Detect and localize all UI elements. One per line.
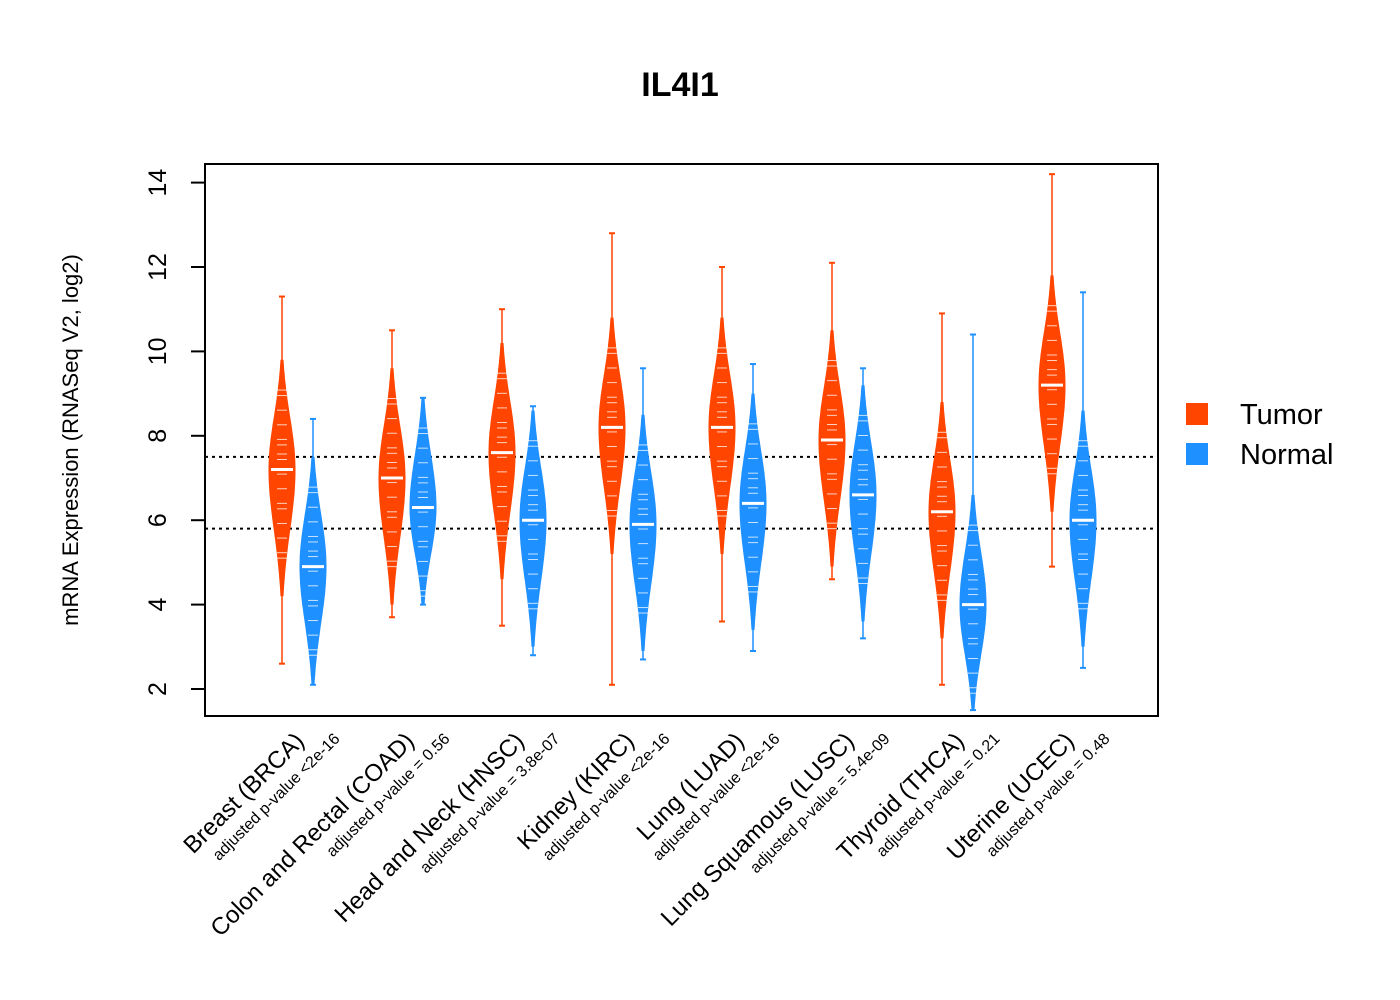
- plot-area-frame: [204, 163, 1159, 717]
- y-tick-label: 10: [144, 337, 172, 365]
- legend-swatch-normal: [1186, 443, 1208, 465]
- chart-title: IL4I1: [641, 66, 718, 104]
- tumor-violin-body: [268, 359, 296, 597]
- violin-normal: [519, 405, 547, 657]
- legend-swatch-tumor: [1186, 403, 1208, 425]
- legend: Tumor Normal: [1186, 399, 1333, 471]
- normal-violin-body: [409, 397, 437, 605]
- y-tick-label: 6: [144, 513, 172, 527]
- tumor-violin-body: [928, 402, 956, 639]
- tumor-violin-body: [378, 368, 406, 605]
- tumor-violin-body: [1038, 275, 1066, 512]
- y-tick-label: 8: [144, 429, 172, 443]
- violin-normal: [629, 367, 657, 661]
- violin-tumor: [1038, 173, 1066, 568]
- violin-tumor: [708, 266, 736, 623]
- violin-normal: [739, 363, 767, 653]
- violin-normal: [1069, 291, 1097, 669]
- violin-tumor: [488, 308, 516, 627]
- y-tick-label: 4: [144, 598, 172, 612]
- normal-violin-body: [1069, 410, 1097, 647]
- violin-normal: [299, 417, 327, 686]
- normal-violin-body: [519, 410, 547, 647]
- normal-violin-body: [849, 385, 877, 622]
- y-axis: 2 4 6 8 10 12 14: [144, 169, 206, 696]
- normal-violin-body: [959, 494, 987, 711]
- y-tick-label: 2: [144, 682, 172, 696]
- violin-tumor: [268, 295, 296, 665]
- y-tick-label: 14: [144, 169, 172, 197]
- normal-violin-body: [739, 393, 767, 630]
- violin-normal: [849, 367, 877, 640]
- legend-label-tumor: Tumor: [1240, 399, 1323, 431]
- violin-normal: [409, 396, 437, 606]
- violin-tumor: [598, 232, 626, 686]
- y-tick-label: 12: [144, 253, 172, 281]
- violin-tumor: [378, 329, 406, 619]
- normal-violin-body: [629, 414, 657, 652]
- violin-tumor: [818, 261, 846, 581]
- tumor-violin-body: [488, 343, 516, 580]
- tumor-violin-body: [598, 317, 626, 554]
- violin-tumor: [928, 312, 956, 686]
- tumor-violin-body: [818, 330, 846, 567]
- legend-label-normal: Normal: [1240, 439, 1333, 471]
- tumor-violin-body: [708, 317, 736, 554]
- violin-normal: [959, 333, 987, 712]
- y-axis-label: mRNA Expression (RNASeq V2, log2): [58, 254, 83, 626]
